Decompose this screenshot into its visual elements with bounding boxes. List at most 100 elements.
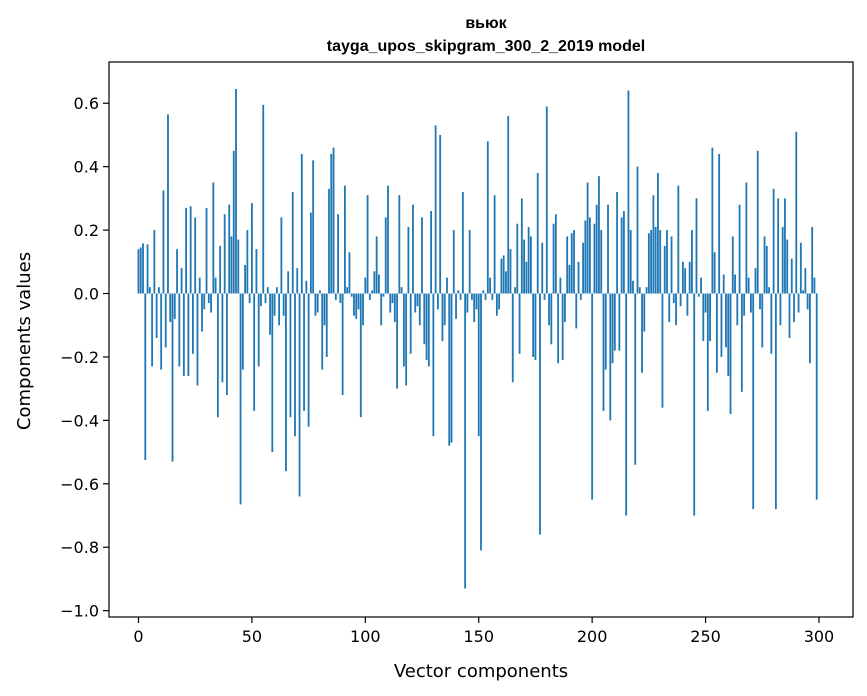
bar-270 [750,293,752,313]
bar-66 [287,271,290,294]
bar-236 [672,293,675,304]
bar-14 [169,293,172,323]
y-tick-label: −0.6 [60,475,99,494]
chart-subtitle: tayga_upos_skipgram_300_2_2019 model [327,38,645,55]
bar-291 [797,293,800,313]
bar-11 [162,190,165,294]
bar-223 [643,293,646,332]
bar-106 [378,274,380,294]
bar-189 [566,236,569,294]
bar-284 [781,226,784,294]
bar-265 [738,204,741,294]
bar-41 [230,236,233,294]
bar-60 [273,293,276,316]
bar-2 [142,243,144,294]
bar-187 [561,293,564,361]
bar-8 [155,293,158,338]
bar-203 [598,176,600,294]
bar-129 [430,211,433,294]
y-axis-label: Components values [14,252,35,430]
bar-40 [228,204,231,294]
bar-121 [412,204,414,294]
bar-18 [178,293,181,367]
bar-26 [196,293,199,386]
bar-215 [625,293,628,516]
bar-7 [153,230,156,294]
bar-93 [348,252,351,294]
bar-72 [300,153,303,294]
bar-64 [282,293,285,316]
bar-154 [486,141,489,294]
bar-220 [636,166,639,294]
bar-15 [171,293,174,462]
bar-182 [550,293,553,345]
bar-140 [455,293,457,319]
chart-title: вьюк [465,15,507,32]
bar-222 [641,293,643,373]
bar-83 [325,293,328,357]
y-tick-label: −1.0 [60,602,99,621]
bar-171 [525,261,528,294]
bar-219 [634,293,637,465]
bar-17 [176,249,178,294]
bar-281 [774,293,777,510]
bar-58 [269,293,271,335]
bar-168 [518,293,521,354]
bar-77 [312,160,315,294]
bar-229 [657,173,659,294]
bar-214 [622,211,625,294]
bar-294 [804,268,807,294]
bar-73 [303,293,305,411]
bar-186 [559,277,562,294]
bar-122 [414,293,417,313]
bar-290 [795,131,798,294]
bar-257 [720,293,723,357]
bar-231 [661,293,664,408]
bar-80 [319,290,321,294]
bar-139 [452,230,455,294]
bar-233 [666,230,668,294]
bar-125 [421,217,423,294]
bar-78 [314,293,317,316]
bar-50 [250,203,253,294]
bar-244 [691,230,693,294]
bar-172 [527,226,530,294]
bar-184 [554,214,557,294]
bar-35 [216,293,219,418]
bar-101 [366,195,369,294]
bar-148 [473,293,476,323]
bar-113 [393,293,396,323]
x-tick-label: 100 [350,627,381,646]
bar-272 [754,268,757,294]
x-tick-label: 250 [690,627,721,646]
bar-295 [806,293,809,310]
bar-218 [632,280,634,294]
y-tick-label: 0.4 [74,158,99,177]
bar-10 [160,293,163,370]
bar-213 [620,217,623,294]
bar-177 [539,293,541,535]
bar-31 [207,293,210,304]
bar-260 [727,293,730,376]
bar-277 [765,245,768,294]
bar-100 [364,277,367,294]
bar-160 [500,258,503,294]
bar-221 [638,287,641,294]
bar-145 [466,293,469,313]
bar-94 [350,293,353,297]
bar-261 [729,293,732,415]
bar-36 [219,245,222,294]
bar-21 [185,207,188,294]
y-axis: 0.6 0.4 0.2 0.0 −0.2 −0.4 −0.6 −0.8 −1.0 [60,94,109,621]
bar-4 [146,244,149,294]
bar-243 [688,261,691,294]
bar-104 [373,271,376,294]
bar-271 [752,293,755,510]
bar-70 [296,268,299,294]
bar-68 [291,192,294,294]
bar-150 [477,293,480,437]
bar-173 [529,236,532,294]
bar-210 [613,293,616,351]
bar-29 [203,293,206,310]
y-tick-label: 0.0 [74,285,99,304]
